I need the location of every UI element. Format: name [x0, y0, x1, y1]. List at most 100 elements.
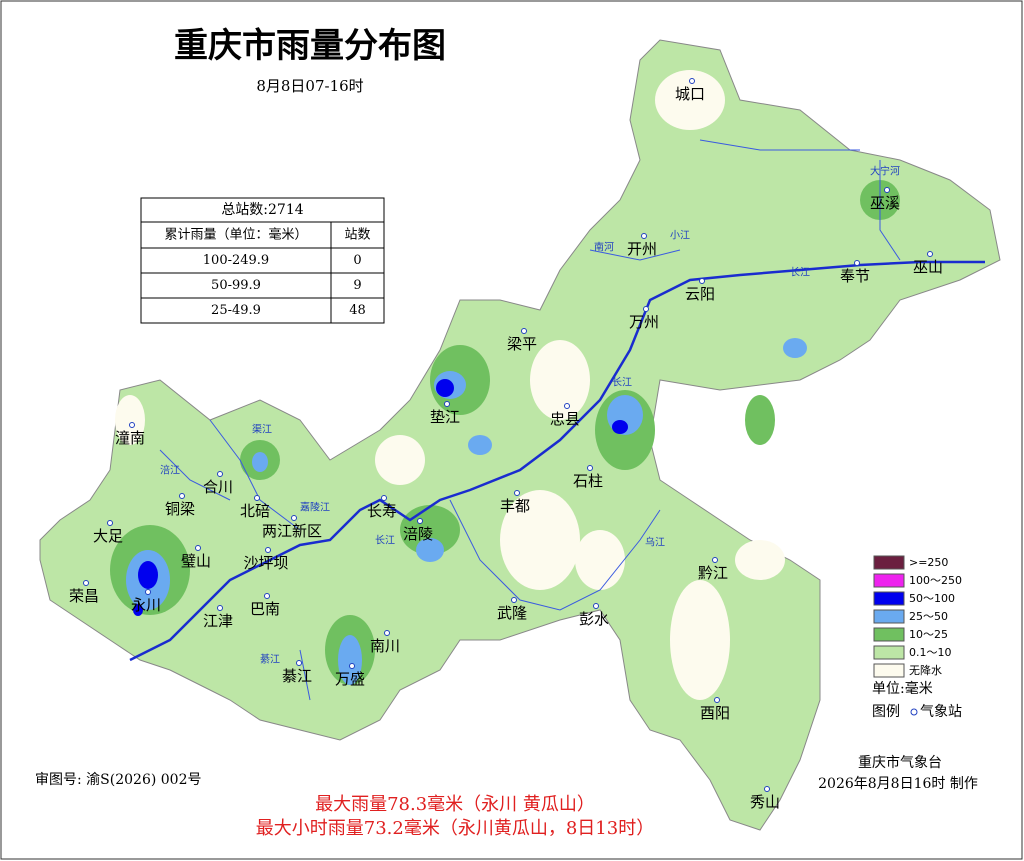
place-label: 黔江: [698, 564, 728, 582]
place-label: 大足: [93, 527, 123, 545]
legend-label: 无降水: [909, 663, 942, 677]
table-cell: 0: [353, 253, 361, 268]
station-dot: [254, 495, 260, 501]
legend-label: >=250: [909, 556, 948, 569]
station-dot: [417, 518, 423, 524]
place-label: 梁平: [507, 335, 537, 353]
legend-label: 50～100: [909, 592, 955, 605]
table-cell: 9: [353, 278, 361, 293]
river-label: 乌江: [645, 536, 665, 549]
yangtze-river: [129, 260, 985, 662]
legend-key: 图例: [872, 704, 900, 720]
legend-station-dot: [910, 708, 918, 716]
place-label: 巫溪: [870, 194, 900, 212]
table-header: 站数: [344, 228, 370, 243]
region-outline: [39, 39, 1001, 831]
legend-label: 0.1～10: [909, 646, 952, 659]
legend-swatch: [873, 591, 905, 606]
station-dot: [444, 401, 450, 407]
place-label: 永川: [131, 596, 161, 614]
legend-swatch: [873, 645, 905, 660]
station-dot: [884, 187, 890, 193]
place-label: 开州: [627, 240, 657, 258]
river-label: 大宁河: [870, 165, 900, 178]
station-dot: [689, 78, 695, 84]
place-label: 南川: [370, 637, 400, 655]
place-label: 北碚: [240, 502, 270, 520]
place-label: 合川: [203, 478, 233, 496]
table-header: 累计雨量（单位：毫米）: [164, 227, 307, 243]
river-label: 嘉陵江: [300, 501, 330, 514]
place-label: 忠县: [550, 410, 580, 428]
place-label: 武隆: [497, 604, 527, 622]
table-cell: 48: [349, 303, 366, 318]
place-label: 秀山: [750, 793, 780, 811]
river-label: 长江: [375, 535, 395, 547]
place-label: 垫江: [430, 408, 460, 426]
agency: 重庆市气象台: [858, 754, 942, 771]
place-label: 铜梁: [165, 500, 195, 518]
legend-swatch: [873, 627, 905, 642]
place-label: 巫山: [913, 258, 943, 276]
station-dot: [384, 630, 390, 636]
station-dot: [381, 495, 387, 501]
legend-label: 100～250: [909, 574, 962, 587]
station-dot: [764, 786, 770, 792]
station-dot: [129, 422, 135, 428]
place-label: 万盛: [335, 670, 365, 688]
station-dot: [107, 520, 113, 526]
station-dot: [145, 589, 151, 595]
legend-label: 10～25: [909, 628, 948, 641]
place-label: 彭水: [579, 610, 609, 628]
made-time: 2026年8月8日16时 制作: [818, 776, 978, 792]
place-label: 荣昌: [69, 587, 99, 605]
place-label: 沙坪坝: [243, 554, 288, 572]
legend-unit: 单位:毫米: [872, 680, 933, 697]
station-dot: [593, 603, 599, 609]
station-dot: [564, 403, 570, 409]
station-dot: [195, 545, 201, 551]
table-cell: 25-49.9: [211, 303, 261, 318]
station-dot: [296, 660, 302, 666]
place-label: 长寿: [367, 502, 397, 520]
station-dot: [927, 251, 933, 257]
river-label: 长江: [612, 377, 632, 389]
place-label: 奉节: [840, 267, 870, 285]
place-label: 石柱: [573, 472, 603, 490]
station-dot: [854, 260, 860, 266]
station-dot: [291, 515, 297, 521]
place-label: 两江新区: [262, 522, 322, 540]
station-dot: [511, 597, 517, 603]
legend-swatch: [873, 663, 905, 678]
river-label: 涪江: [160, 464, 180, 477]
river-label: 小江: [670, 230, 690, 242]
river-label: 长江: [790, 267, 810, 279]
station-dot: [349, 663, 355, 669]
station-dot: [712, 557, 718, 563]
table-cell: 50-99.9: [211, 278, 261, 293]
station-dot: [643, 306, 649, 312]
dry-areas: [115, 70, 785, 700]
max-rain: 最大雨量78.3毫米（永川 黄瓜山）: [315, 794, 595, 815]
station-dot: [641, 233, 647, 239]
station-dot: [587, 465, 593, 471]
place-label: 涪陵: [403, 525, 433, 543]
place-label: 丰都: [500, 497, 530, 515]
river-label: 綦江: [260, 653, 280, 666]
approval-number: 审图号: 渝S(2026) 002号: [35, 772, 201, 788]
legend-swatch: [873, 573, 905, 588]
station-dot: [217, 605, 223, 611]
station-dot: [514, 490, 520, 496]
station-dot: [264, 593, 270, 599]
place-label: 万州: [629, 313, 659, 331]
table-cell: 100-249.9: [203, 253, 269, 268]
place-label: 江津: [203, 612, 233, 630]
subtitle: 8月8日07-16时: [256, 77, 363, 95]
legend-swatch: [873, 555, 905, 570]
station-dot: [699, 278, 705, 284]
title: 重庆市雨量分布图: [174, 26, 446, 66]
tributary: [159, 139, 901, 701]
table-frame: [140, 197, 385, 324]
